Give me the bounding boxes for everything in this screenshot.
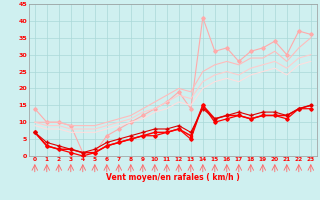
X-axis label: Vent moyen/en rafales ( km/h ): Vent moyen/en rafales ( km/h ) (106, 174, 240, 182)
